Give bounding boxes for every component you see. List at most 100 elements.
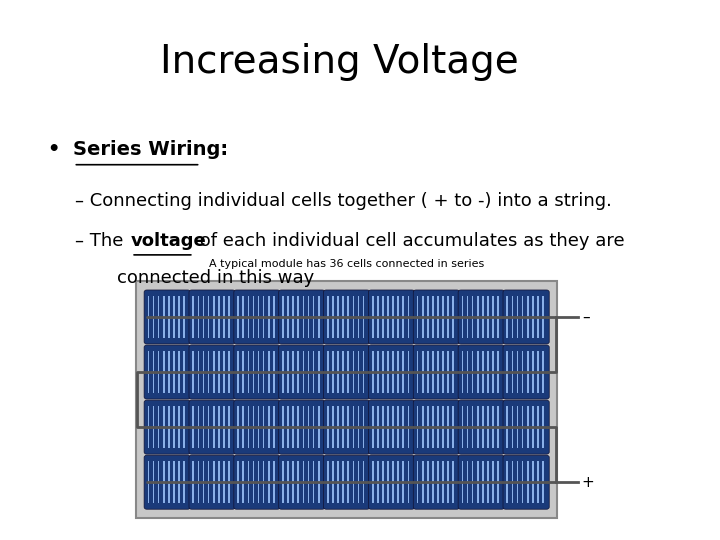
Text: Series Wiring:: Series Wiring: <box>73 140 228 159</box>
Text: A typical module has 36 cells connected in series: A typical module has 36 cells connected … <box>209 259 485 269</box>
Bar <box>358 296 359 338</box>
Bar <box>397 406 399 448</box>
Bar <box>532 461 534 503</box>
Bar <box>397 351 399 393</box>
Bar <box>437 296 438 338</box>
Bar <box>273 461 274 503</box>
Bar <box>153 351 154 393</box>
Bar <box>377 296 379 338</box>
Bar <box>506 296 508 338</box>
Bar <box>243 351 244 393</box>
Bar <box>158 406 159 448</box>
FancyBboxPatch shape <box>323 455 370 509</box>
Bar <box>218 406 220 448</box>
Bar <box>353 406 354 448</box>
Bar <box>377 406 379 448</box>
Bar <box>427 461 428 503</box>
Bar <box>248 351 249 393</box>
Text: connected in this way: connected in this way <box>117 269 314 287</box>
FancyBboxPatch shape <box>323 290 370 344</box>
Bar <box>492 406 494 448</box>
Bar <box>263 461 264 503</box>
Bar <box>263 406 264 448</box>
Bar <box>402 461 404 503</box>
Bar <box>258 351 259 393</box>
Bar <box>387 296 389 338</box>
Bar <box>467 461 469 503</box>
Bar <box>522 406 523 448</box>
Text: voltage: voltage <box>131 232 207 250</box>
Bar <box>178 406 180 448</box>
Bar <box>512 406 513 448</box>
Bar <box>542 461 544 503</box>
FancyBboxPatch shape <box>136 281 557 518</box>
Bar <box>537 461 539 503</box>
FancyBboxPatch shape <box>323 345 370 399</box>
Bar <box>318 351 320 393</box>
Bar <box>208 296 210 338</box>
Bar <box>178 461 180 503</box>
Bar <box>243 296 244 338</box>
FancyBboxPatch shape <box>458 345 505 399</box>
Bar <box>292 406 294 448</box>
FancyBboxPatch shape <box>234 345 280 399</box>
Bar <box>173 296 175 338</box>
Bar <box>482 351 484 393</box>
FancyBboxPatch shape <box>369 455 415 509</box>
Bar <box>492 296 494 338</box>
Bar <box>512 461 513 503</box>
Bar <box>348 461 349 503</box>
Bar <box>512 351 513 393</box>
Bar <box>337 296 339 338</box>
Bar <box>342 296 344 338</box>
Bar <box>432 406 433 448</box>
Text: – The: – The <box>75 232 129 250</box>
Bar <box>387 406 389 448</box>
Bar <box>307 296 310 338</box>
Bar <box>512 296 513 338</box>
Bar <box>148 406 149 448</box>
Bar <box>532 296 534 338</box>
Bar <box>184 406 185 448</box>
Text: +: + <box>582 475 595 490</box>
Bar <box>197 351 199 393</box>
Bar <box>358 406 359 448</box>
Bar <box>342 461 344 503</box>
Bar <box>472 351 474 393</box>
Bar <box>482 461 484 503</box>
Bar <box>282 296 284 338</box>
Bar <box>417 296 418 338</box>
FancyBboxPatch shape <box>458 290 505 344</box>
Bar <box>297 461 299 503</box>
Bar <box>228 461 230 503</box>
Bar <box>348 406 349 448</box>
Bar <box>462 406 463 448</box>
Bar <box>506 406 508 448</box>
Bar <box>248 406 249 448</box>
Bar <box>408 296 409 338</box>
Bar <box>238 351 239 393</box>
Bar <box>482 406 484 448</box>
Bar <box>363 461 364 503</box>
Bar <box>527 406 528 448</box>
FancyBboxPatch shape <box>503 345 549 399</box>
Bar <box>402 351 404 393</box>
Bar <box>208 351 210 393</box>
FancyBboxPatch shape <box>413 345 459 399</box>
Bar <box>197 461 199 503</box>
Bar <box>258 461 259 503</box>
Bar <box>353 351 354 393</box>
Bar <box>223 406 225 448</box>
Bar <box>437 461 438 503</box>
Bar <box>452 351 454 393</box>
Bar <box>228 406 230 448</box>
Bar <box>282 461 284 503</box>
Bar <box>238 461 239 503</box>
Bar <box>527 351 528 393</box>
FancyBboxPatch shape <box>144 400 190 454</box>
Bar <box>184 351 185 393</box>
Bar <box>442 461 444 503</box>
Bar <box>238 406 239 448</box>
Bar <box>163 351 165 393</box>
Bar <box>342 351 344 393</box>
